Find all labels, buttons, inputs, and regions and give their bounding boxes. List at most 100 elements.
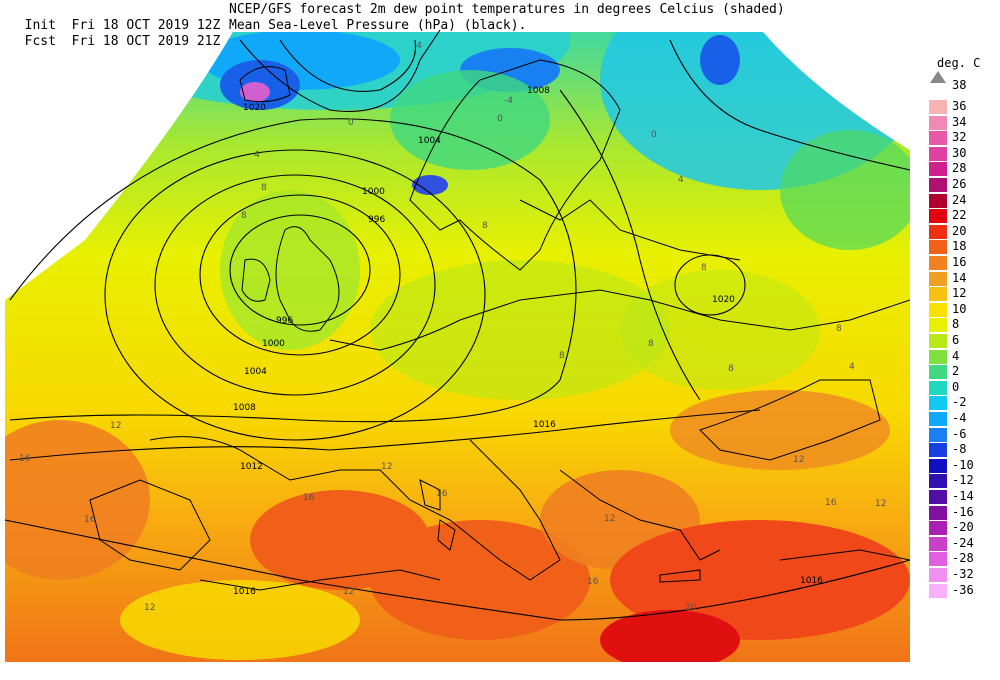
legend-swatch (929, 334, 947, 348)
legend-swatch (929, 490, 947, 504)
legend-value: 36 (952, 99, 967, 113)
dewpoint-label: 12 (144, 603, 155, 613)
legend-value: 2 (952, 364, 960, 379)
dewpoint-label: 16 (303, 493, 315, 503)
dewpoint-label: 8 (482, 221, 488, 231)
isobar-label: 1000 (362, 187, 385, 197)
isobar-label: 1020 (243, 103, 266, 113)
isobar-label: 1004 (244, 367, 267, 377)
dewpoint-label: 16 (84, 515, 96, 525)
dewpoint-label: 16 (587, 577, 599, 587)
dewpoint-label: 16 (436, 489, 448, 499)
legend-value: 22 (952, 208, 967, 223)
legend-swatch (929, 318, 947, 333)
legend-swatch (929, 162, 947, 177)
dewpoint-label: 0 (348, 118, 354, 128)
legend-swatch (929, 412, 947, 426)
legend-swatch (929, 209, 947, 224)
dewpoint-label: 4 (849, 362, 855, 372)
dewpoint-label: -4 (413, 41, 422, 51)
legend-value: 24 (952, 192, 967, 207)
isobar-labels: 1020 1008 1004 1000 996 996 1000 1004 10… (233, 86, 823, 597)
legend-value: 34 (952, 114, 967, 129)
fcst-time: Fri 18 OCT 2019 21Z (71, 34, 221, 49)
isobar-label: 1020 (712, 295, 735, 305)
legend-swatch (929, 100, 947, 114)
dewpoint-label: 8 (261, 183, 267, 193)
title-line-1: NCEP/GFS forecast 2m dew point temperatu… (229, 2, 785, 17)
legend-value: -4 (952, 411, 967, 425)
legend-swatch (929, 146, 947, 161)
isobars (4, 29, 911, 621)
legend-swatch (929, 349, 947, 364)
legend-value: 6 (952, 333, 960, 347)
isobar-label: 1016 (533, 420, 556, 430)
legend-value: -32 (952, 567, 974, 581)
legend-value: 30 (952, 145, 967, 160)
legend-swatch (929, 427, 947, 442)
legend-swatch (929, 271, 947, 286)
init-label: Init (24, 18, 56, 33)
dewpoint-label: 12 (604, 514, 615, 524)
dewpoint-label: 8 (836, 324, 842, 334)
legend-value: 14 (952, 270, 967, 285)
legend-value: 10 (952, 301, 967, 316)
legend-value: -2 (952, 395, 967, 410)
legend-value: -14 (952, 489, 974, 503)
legend-swatch (929, 365, 947, 380)
legend-swatch (929, 443, 947, 458)
legend-swatch (929, 193, 947, 208)
legend-value: -28 (952, 551, 974, 566)
legend-swatch (929, 536, 947, 551)
dewpoint-labels: -4 -4 0 0 0 4 4 8 8 8 8 8 8 8 12 12 12 1… (19, 41, 886, 613)
dewpoint-label: 12 (875, 499, 886, 509)
dewpoint-label: 0 (497, 114, 503, 124)
legend-value: -6 (952, 426, 967, 441)
init-line: Init Fri 18 OCT 2019 12Z (9, 2, 221, 34)
legend-swatch (929, 224, 947, 239)
legend-value: 12 (952, 286, 967, 301)
fcst-label: Fcst (24, 34, 56, 49)
legend-value: -10 (952, 457, 974, 472)
legend-top-value: 38 (952, 78, 967, 92)
isobar-label: 1016 (800, 576, 823, 586)
dewpoint-label: 20 (685, 603, 697, 613)
dewpoint-label: 4 (678, 175, 684, 185)
legend-value: 20 (952, 223, 967, 238)
legend-value: 18 (952, 239, 967, 254)
dewpoint-label: 16 (19, 454, 31, 464)
legend-swatch (929, 240, 947, 255)
legend-swatch (929, 178, 947, 192)
isobar-label: 996 (276, 316, 293, 326)
legend-value: 4 (952, 348, 960, 363)
legend-value: 16 (952, 255, 967, 269)
isobar-label: 1000 (262, 339, 285, 349)
isobar-label: 1008 (233, 403, 256, 413)
dewpoint-label: 16 (825, 498, 837, 508)
isobar-label: 1004 (418, 136, 441, 146)
dewpoint-label: 12 (110, 421, 121, 431)
legend-swatch (929, 505, 947, 520)
legend-value: 0 (952, 379, 960, 394)
dewpoint-label: 4 (254, 150, 260, 160)
legend-value: -36 (952, 582, 974, 597)
legend-value: -16 (952, 504, 974, 519)
dewpoint-label: 0 (651, 130, 657, 140)
legend-swatch (929, 302, 947, 317)
legend-swatch (929, 396, 947, 411)
isobar-label: 1012 (240, 462, 263, 472)
legend-value: 8 (952, 317, 960, 332)
legend-swatch (929, 568, 947, 582)
dewpoint-label: 8 (559, 351, 565, 361)
legend-swatch (929, 131, 947, 146)
dewpoint-label: 12 (381, 462, 392, 472)
dewpoint-label: 12 (793, 455, 804, 465)
isobar-label: 1016 (233, 587, 256, 597)
dewpoint-label: -4 (504, 96, 513, 106)
legend-swatch (929, 458, 947, 473)
title-line-2: Mean Sea-Level Pressure (hPa) (black). (229, 18, 527, 33)
legend-swatch (929, 552, 947, 567)
legend-value: -8 (952, 442, 967, 457)
